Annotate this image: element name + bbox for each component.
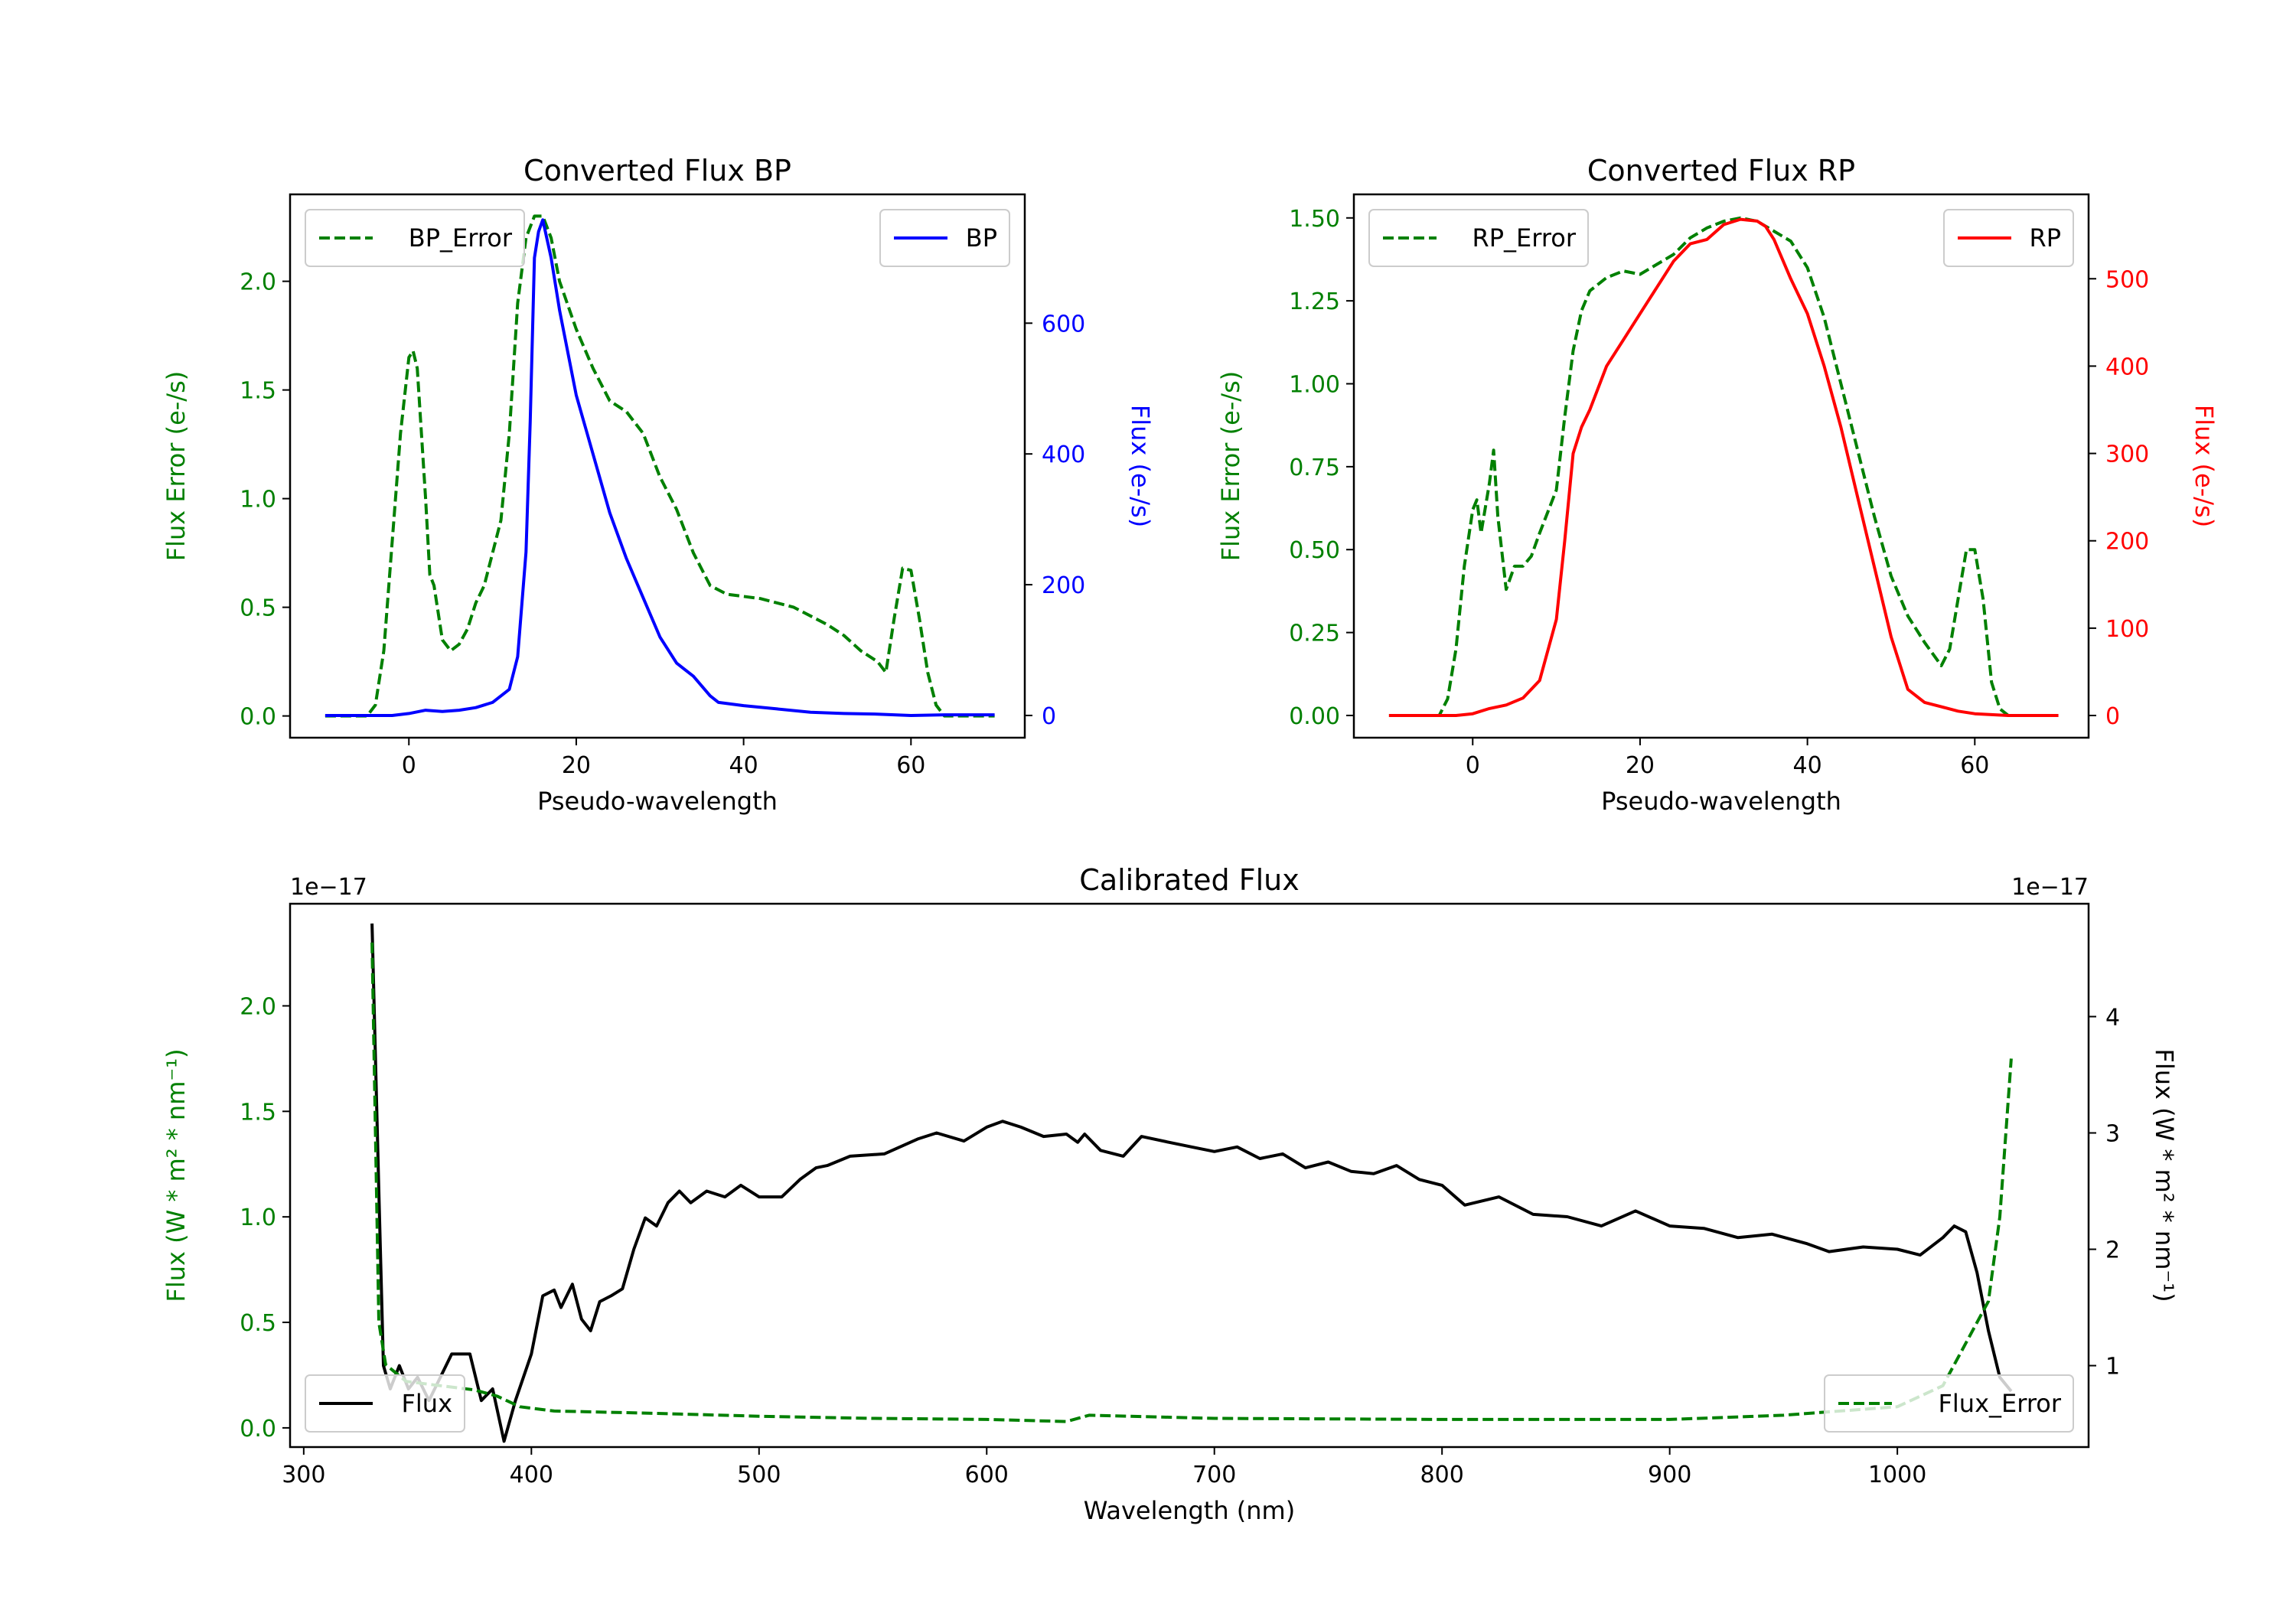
axes-frame <box>289 902 2090 1449</box>
axes-frame <box>1352 193 2090 739</box>
x-tick-label: 60 <box>896 752 925 779</box>
right-y-axis-label: Flux (W * m² * nm⁻¹) <box>2150 1048 2179 1302</box>
series-line-rp <box>1388 217 2059 717</box>
x-tick-label: 0 <box>402 752 416 779</box>
legend-box <box>1368 209 1589 267</box>
left-y-tick-label: 2.0 <box>240 269 276 296</box>
right-y-axis-label: Flux (e-/s) <box>1126 405 1155 527</box>
chart-title: Calibrated Flux <box>1079 863 1299 897</box>
legend-bp: BP <box>879 209 1010 267</box>
left-y-axis-label: Flux Error (e-/s) <box>1216 371 1245 562</box>
x-tick-label: 500 <box>737 1462 781 1488</box>
left-offset-text: 1e−17 <box>290 874 367 901</box>
right-y-tick-label: 400 <box>1042 442 1085 468</box>
left-y-tick-label: 0.00 <box>1289 703 1340 730</box>
series-line-rp-error <box>1388 216 2059 717</box>
chart-3: 300 400 500 600 700 800 900 1000 Wavelength (nm)… <box>161 863 2179 1525</box>
right-y-tick-label: 300 <box>2105 442 2149 468</box>
left-y-tick-label: 2.0 <box>240 993 276 1020</box>
right-offset-text: 1e−17 <box>2011 874 2089 901</box>
series-line-flux-error <box>370 942 2013 1423</box>
left-y-tick-label: 1.50 <box>1289 206 1340 233</box>
right-y-tick-label: 600 <box>1042 311 1085 337</box>
axes-frame <box>289 193 1026 739</box>
chart-1: 0 20 40 60 Pseudo-wavelength Converted Flux B… <box>161 154 1155 816</box>
x-tick-label: 1000 <box>1868 1462 1926 1488</box>
left-y-tick-label: 0.50 <box>1289 537 1340 564</box>
chart-title: Converted Flux RP <box>1587 154 1855 187</box>
left-y-tick-label: 0.5 <box>240 1310 276 1337</box>
right-y-tick-label: 2 <box>2105 1237 2120 1264</box>
left-y-tick-label: 0.25 <box>1289 621 1340 647</box>
legend-label: RP <box>2029 223 2061 253</box>
right-y-tick-label: 4 <box>2105 1004 2120 1031</box>
series-line-flux <box>370 923 2013 1443</box>
right-y-tick-label: 400 <box>2105 354 2149 380</box>
series-line-bp-error <box>325 214 995 718</box>
legend-bp-error: BP_Error <box>305 209 525 267</box>
left-y-tick-label: 1.0 <box>240 487 276 513</box>
legend-flux-error: Flux_Error <box>1824 1374 2074 1433</box>
legend-box <box>1824 1374 2074 1433</box>
right-y-tick-label: 200 <box>2105 529 2149 556</box>
legend-label: RP_Error <box>1472 223 1576 253</box>
x-tick-label: 40 <box>729 752 758 779</box>
legend-label: BP_Error <box>409 223 513 253</box>
legend-box <box>305 209 525 267</box>
legend-label: BP <box>966 223 997 253</box>
legend-rp-error: RP_Error <box>1368 209 1589 267</box>
x-axis-label: Pseudo-wavelength <box>537 787 778 816</box>
x-tick-label: 700 <box>1192 1462 1236 1488</box>
right-y-axis-label: Flux (e-/s) <box>2190 405 2219 527</box>
left-y-tick-label: 1.5 <box>240 378 276 405</box>
left-y-tick-label: 0.0 <box>240 704 276 731</box>
series-line-bp <box>325 218 995 717</box>
left-y-tick-label: 0.75 <box>1289 455 1340 481</box>
left-y-axis-label: Flux (W * m² * nm⁻¹) <box>161 1048 191 1302</box>
x-tick-label: 800 <box>1420 1462 1464 1488</box>
left-y-axis-label: Flux Error (e-/s) <box>161 371 191 562</box>
x-tick-label: 20 <box>1626 752 1655 779</box>
x-tick-label: 40 <box>1793 752 1822 779</box>
legend-flux: Flux <box>305 1374 465 1433</box>
left-y-tick-label: 1.25 <box>1289 288 1340 315</box>
chart-title: Converted Flux BP <box>523 154 791 187</box>
left-y-tick-label: 0.0 <box>240 1416 276 1442</box>
right-y-tick-label: 1 <box>2105 1354 2120 1380</box>
x-tick-label: 60 <box>1960 752 1989 779</box>
legend-label: Flux <box>401 1389 452 1418</box>
x-tick-label: 0 <box>1466 752 1480 779</box>
left-y-tick-label: 1.0 <box>240 1204 276 1231</box>
x-tick-label: 400 <box>510 1462 553 1488</box>
right-y-tick-label: 0 <box>1042 703 1056 730</box>
chart-2: 0 20 40 60 Pseudo-wavelength Converted Flux R… <box>1216 154 2219 816</box>
left-y-tick-label: 1.00 <box>1289 372 1340 399</box>
right-y-tick-label: 500 <box>2105 266 2149 293</box>
left-y-tick-label: 0.5 <box>240 595 276 622</box>
right-y-tick-label: 100 <box>2105 616 2149 643</box>
right-y-tick-label: 200 <box>1042 572 1085 599</box>
legend-box <box>305 1374 465 1433</box>
right-y-tick-label: 0 <box>2105 703 2120 730</box>
x-tick-label: 600 <box>965 1462 1009 1488</box>
x-axis-label: Wavelength (nm) <box>1084 1496 1295 1525</box>
legend-rp: RP <box>1943 209 2074 267</box>
legend-label: Flux_Error <box>1938 1389 2061 1418</box>
x-tick-label: 20 <box>562 752 591 779</box>
x-tick-label: 300 <box>282 1462 325 1488</box>
left-y-tick-label: 1.5 <box>240 1099 276 1126</box>
x-axis-label: Pseudo-wavelength <box>1601 787 1841 816</box>
x-tick-label: 900 <box>1648 1462 1691 1488</box>
right-y-tick-label: 3 <box>2105 1121 2120 1148</box>
